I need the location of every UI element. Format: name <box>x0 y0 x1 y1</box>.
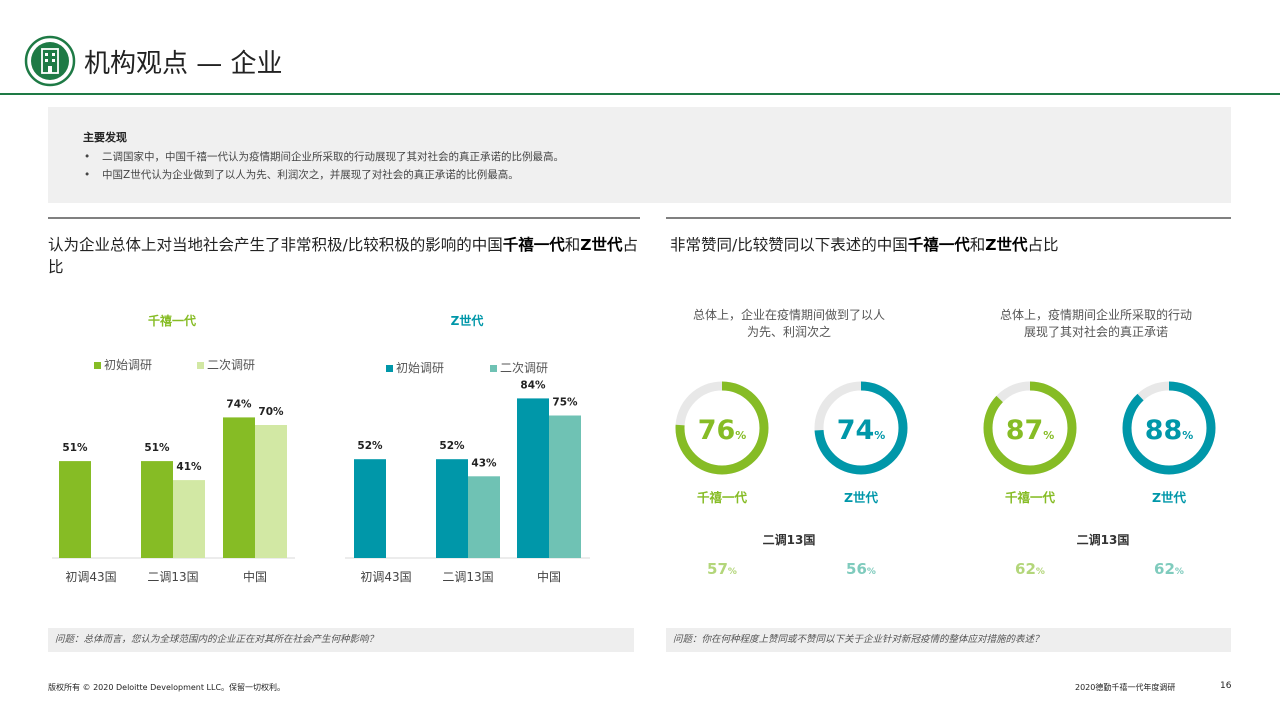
legend-label: 二次调研 <box>207 358 255 372</box>
legend-swatch <box>197 362 204 369</box>
x-tick-label: 二调13国 <box>147 570 198 584</box>
legend-swatch <box>386 365 393 372</box>
donut-series-label: 千禧一代 <box>697 490 748 505</box>
right-section-divider <box>666 217 1231 219</box>
legend-label: 二次调研 <box>500 361 548 375</box>
legend-label: 初始调研 <box>104 358 152 372</box>
x-tick-label: 二调13国 <box>442 570 493 584</box>
finding-text: 中国Z世代认为企业做到了以人为先、利润次之，并展现了对社会的真正承诺的比例最高。 <box>102 169 519 181</box>
donut-chart-title: 为先、利润次之 <box>747 325 831 339</box>
donut-series-label: Z世代 <box>844 490 879 505</box>
left-section-title: 认为企业总体上对当地社会产生了非常积极/比较积极的影响的中国千禧一代和Z世代占比 <box>48 236 639 276</box>
right-question-bar: 问题：你在何种程度上赞同或不赞同以下关于企业针对新冠疫情的整体应对措施的表述？ <box>666 628 1231 652</box>
page-title: 机构观点 — 企业 <box>84 49 283 79</box>
donut-series-label: 千禧一代 <box>1005 490 1056 505</box>
page-number: 16 <box>1220 681 1232 691</box>
header-divider <box>0 93 1280 95</box>
bar <box>173 480 205 558</box>
copyright-text: 版权所有 © 2020 Deloitte Development LLC。保留一… <box>48 683 286 692</box>
key-findings-box <box>48 107 1231 203</box>
bar <box>223 417 255 558</box>
donut-value: 87% <box>1006 415 1055 446</box>
donut-value: 88% <box>1145 415 1194 446</box>
donut-arc <box>1122 381 1216 475</box>
donut-chart-title: 展现了其对社会的真正承诺 <box>1024 324 1168 339</box>
donut-arc <box>675 381 769 475</box>
right-section-title: 非常赞同/比较赞同以下表述的中国千禧一代和Z世代占比 <box>670 236 1059 254</box>
x-tick-label: 中国 <box>537 569 561 584</box>
finding-item: • 二调国家中，中国千禧一代认为疫情期间企业所采取的行动展现了其对社会的真正承诺的… <box>84 151 564 163</box>
data-label: 74% <box>226 398 252 410</box>
x-tick-label: 中国 <box>243 569 267 584</box>
key-findings-title: 主要发现 <box>83 131 127 144</box>
donut-chart-title: 总体上，疫情期间企业所采取的行动 <box>1000 307 1192 322</box>
data-label: 75% <box>552 397 578 409</box>
data-label: 84% <box>520 379 546 391</box>
data-label: 41% <box>176 461 202 473</box>
bar <box>436 459 468 558</box>
bar <box>141 461 173 558</box>
bar <box>59 461 91 558</box>
bar <box>517 398 549 558</box>
second-survey-value: 57% <box>707 560 737 578</box>
donut-value: 74% <box>837 415 886 446</box>
data-label: 52% <box>439 440 465 452</box>
donut-value: 76% <box>698 415 747 446</box>
bar <box>354 459 386 558</box>
donut-arc <box>983 381 1077 475</box>
legend-swatch <box>490 365 497 372</box>
finding-text: 二调国家中，中国千禧一代认为疫情期间企业所采取的行动展现了其对社会的真正承诺的比… <box>102 151 564 163</box>
left-question-bar: 问题：总体而言，您认为全球范围内的企业正在对其所在社会产生何种影响？ <box>48 628 634 652</box>
donut-chart-title: 总体上，企业在疫情期间做到了以人 <box>693 307 885 322</box>
donut-series-label: Z世代 <box>1152 490 1187 505</box>
donut-arc <box>814 381 908 475</box>
legend-label: 初始调研 <box>396 361 444 375</box>
bar <box>468 476 500 558</box>
second-survey-label: 二调13国 <box>1077 533 1130 547</box>
data-label: 51% <box>62 442 88 454</box>
bar <box>549 415 581 558</box>
second-survey-value: 62% <box>1015 560 1045 578</box>
legend-swatch <box>94 362 101 369</box>
data-label: 70% <box>258 406 284 418</box>
report-name: 2020德勤千禧一代年度调研 <box>1075 683 1176 692</box>
second-survey-value: 56% <box>846 560 876 578</box>
second-survey-value: 62% <box>1154 560 1184 578</box>
data-label: 52% <box>357 440 383 452</box>
building-logo-icon <box>24 35 76 87</box>
data-label: 51% <box>144 442 170 454</box>
finding-item: • 中国Z世代认为企业做到了以人为先、利润次之，并展现了对社会的真正承诺的比例最高… <box>84 169 519 181</box>
x-tick-label: 初调43国 <box>65 570 116 584</box>
chart-title: Z世代 <box>451 313 484 328</box>
chart-title: 千禧一代 <box>148 313 196 328</box>
left-section-divider <box>48 217 640 219</box>
data-label: 43% <box>471 457 497 469</box>
x-tick-label: 初调43国 <box>360 570 411 584</box>
second-survey-label: 二调13国 <box>763 533 816 547</box>
bar <box>255 425 287 558</box>
